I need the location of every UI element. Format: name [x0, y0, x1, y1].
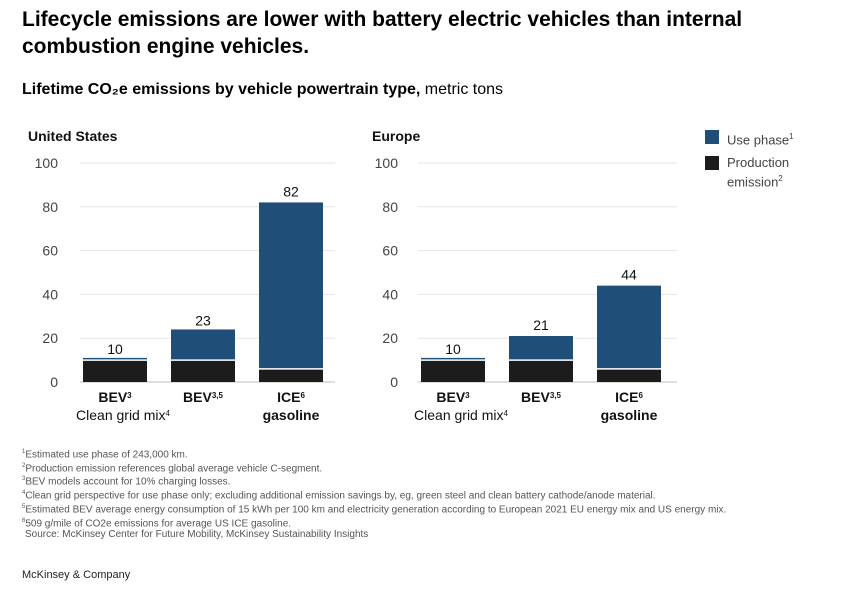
- footnote-6-number: 6: [22, 517, 26, 524]
- bar-us-2-production: [171, 360, 235, 382]
- legend-sup-production: 2: [778, 174, 783, 184]
- headline: Lifecycle emissions are lower with batte…: [22, 8, 743, 58]
- legend-swatch-use-phase: [705, 130, 719, 144]
- brand-logo-text: McKinsey & Company: [22, 569, 131, 581]
- y-tick-label-europe-80: 80: [382, 199, 398, 215]
- data-label-us-2: 23: [195, 313, 211, 329]
- x-category-label-us-1: BEV3: [98, 389, 132, 405]
- x-category-label-europe-2: BEV3,5: [521, 389, 561, 405]
- legend: Use phase1 Production emission2: [705, 129, 817, 198]
- x-category-label-europe-2-main: BEV: [521, 389, 550, 405]
- bar-us-2-use-phase: [171, 329, 235, 361]
- x-category-sublabel-us-3-main: gasoline: [263, 407, 320, 423]
- y-tick-label-us-80: 80: [42, 199, 58, 215]
- footnote-4-number: 4: [22, 490, 26, 497]
- x-category-label-us-1-main: BEV: [98, 389, 127, 405]
- bar-europe-3-production: [597, 368, 661, 382]
- footnote-2-number: 2: [22, 462, 26, 469]
- footnote-5-number: 5: [22, 503, 26, 510]
- x-category-label-us-1-sup: 3: [127, 391, 132, 400]
- legend-item-production: Production emission2: [705, 155, 817, 190]
- footnote-3: 3BEV models account for 10% charging los…: [22, 474, 726, 488]
- panel-title-europe: Europe: [372, 128, 420, 144]
- footnote-2: 2Production emission references global a…: [22, 461, 726, 475]
- x-category-label-us-3-sup: 6: [300, 391, 305, 400]
- footnote-4-text: Clean grid perspective for use phase onl…: [25, 490, 656, 502]
- x-category-label-europe-3-main: ICE: [615, 389, 638, 405]
- footnote-1-number: 1: [22, 449, 26, 455]
- bar-europe-2-use-phase: [509, 336, 573, 361]
- footnote-3-text: BEV models account for 10% charging loss…: [25, 476, 231, 488]
- x-category-label-europe-1-main: BEV: [436, 389, 465, 405]
- source-line: Source: McKinsey Center for Future Mobil…: [25, 529, 369, 541]
- x-category-sublabel-europe-1-main: Clean grid mix: [414, 407, 503, 423]
- footnote-3-number: 3: [22, 476, 26, 483]
- y-tick-label-us-40: 40: [42, 286, 58, 302]
- y-tick-label-us-20: 20: [42, 330, 58, 346]
- x-category-sublabel-europe-1: Clean grid mix4: [414, 407, 508, 423]
- legend-label-use-phase: Use phase: [727, 132, 790, 148]
- x-category-label-europe-3: ICE6: [615, 389, 643, 405]
- x-category-label-us-2-sup: 3,5: [212, 391, 224, 400]
- x-category-sublabel-us-3: gasoline: [263, 407, 320, 423]
- y-tick-label-europe-100: 100: [375, 155, 399, 171]
- y-tick-label-us-60: 60: [42, 243, 58, 259]
- x-category-label-us-3: ICE6: [277, 389, 305, 405]
- x-category-label-europe-1: BEV3: [436, 389, 470, 405]
- y-tick-label-europe-20: 20: [382, 330, 398, 346]
- footnote-5-text: Estimated BEV average energy consumption…: [25, 504, 727, 516]
- footnote-2-text: Production emission references global av…: [25, 463, 323, 475]
- footnote-6-text: 509 g/mile of CO2e emissions for average…: [25, 518, 292, 529]
- y-tick-label-us-100: 100: [35, 155, 59, 171]
- bar-europe-2-production: [509, 360, 573, 382]
- x-category-sublabel-europe-3-main: gasoline: [601, 407, 658, 423]
- footnote-1: 1Estimated use phase of 243,000 km.: [22, 447, 726, 461]
- legend-sup-use-phase: 1: [789, 132, 794, 141]
- x-category-sublabel-europe-3: gasoline: [601, 407, 658, 423]
- legend-label-production: Production emission: [727, 155, 790, 190]
- x-category-label-us-3-main: ICE: [277, 389, 300, 405]
- y-tick-label-europe-0: 0: [390, 374, 398, 390]
- x-category-sublabel-us-1-main: Clean grid mix: [76, 407, 165, 423]
- x-category-label-us-2-main: BEV: [183, 389, 212, 405]
- chart-subtitle: Lifetime CO₂e emissions by vehicle power…: [22, 80, 503, 100]
- y-tick-label-europe-40: 40: [382, 286, 398, 302]
- x-category-sublabel-us-1: Clean grid mix4: [76, 407, 170, 423]
- subtitle-main: Lifetime CO₂e emissions by vehicle power…: [22, 81, 421, 98]
- x-category-sublabel-us-1-sup: 4: [166, 409, 171, 418]
- legend-item-use-phase: Use phase1: [705, 129, 817, 148]
- y-tick-label-us-0: 0: [50, 374, 58, 390]
- footnote-1-text: Estimated use phase of 243,000 km.: [25, 449, 188, 461]
- bar-europe-3-use-phase: [597, 285, 661, 369]
- data-label-europe-3: 44: [621, 267, 637, 283]
- bar-us-1-production: [83, 360, 147, 382]
- footnote-6: 6509 g/mile of CO2e emissions for averag…: [22, 516, 726, 530]
- x-category-label-europe-2-sup: 3,5: [550, 391, 562, 400]
- footnote-5: 5Estimated BEV average energy consumptio…: [22, 502, 726, 516]
- x-category-label-europe-1-sup: 3: [465, 391, 470, 400]
- legend-swatch-production: [705, 156, 719, 171]
- x-category-sublabel-europe-1-sup: 4: [504, 409, 509, 418]
- x-category-label-us-2: BEV3,5: [183, 389, 223, 405]
- footnotes: 1Estimated use phase of 243,000 km. 2Pro…: [22, 447, 726, 541]
- data-label-europe-2: 21: [533, 317, 549, 333]
- bar-europe-1-production: [421, 360, 485, 382]
- y-tick-label-europe-60: 60: [382, 243, 398, 259]
- panel-title-us: United States: [28, 128, 118, 144]
- bar-us-3-production: [259, 368, 323, 382]
- data-label-us-1: 10: [107, 341, 123, 357]
- data-label-europe-1: 10: [445, 341, 461, 357]
- x-category-label-europe-3-sup: 6: [638, 391, 643, 400]
- bar-europe-1-use-phase: [421, 357, 485, 361]
- subtitle-units: metric tons: [424, 81, 504, 98]
- bar-us-1-use-phase: [83, 357, 147, 361]
- bar-us-3-use-phase: [259, 202, 323, 369]
- footnote-4: 4Clean grid perspective for use phase on…: [22, 488, 726, 502]
- data-label-us-3: 82: [283, 183, 299, 199]
